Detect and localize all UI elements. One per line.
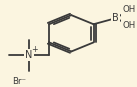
Text: +: + (31, 45, 37, 54)
Text: OH: OH (123, 21, 136, 30)
Text: OH: OH (123, 5, 136, 14)
Text: B: B (112, 13, 119, 23)
Text: Br⁻: Br⁻ (12, 77, 26, 86)
Text: N: N (25, 50, 33, 60)
